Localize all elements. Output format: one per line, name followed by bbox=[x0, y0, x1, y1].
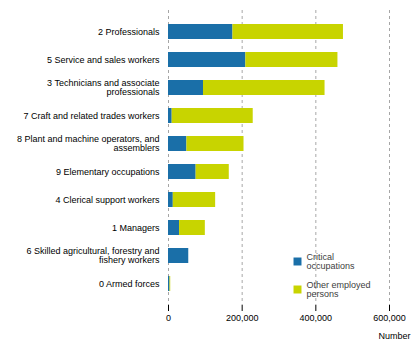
svg-text:5 Service and sales workers: 5 Service and sales workers bbox=[47, 55, 160, 65]
svg-text:8 Plant and machine operators,: 8 Plant and machine operators, andassemb… bbox=[17, 134, 160, 153]
svg-text:2 Professionals: 2 Professionals bbox=[98, 27, 160, 37]
svg-text:0 Armed forces: 0 Armed forces bbox=[99, 279, 160, 289]
svg-text:7 Craft and related trades wor: 7 Craft and related trades workers bbox=[23, 111, 160, 121]
svg-text:200,000: 200,000 bbox=[226, 313, 259, 323]
svg-text:Criticaloccupations: Criticaloccupations bbox=[307, 252, 356, 271]
svg-text:6 Skilled agricultural, forest: 6 Skilled agricultural, forestry andfish… bbox=[26, 246, 160, 265]
svg-text:0: 0 bbox=[166, 313, 171, 323]
svg-text:Number: Number bbox=[378, 331, 410, 341]
svg-text:1 Managers: 1 Managers bbox=[112, 223, 160, 233]
svg-text:3 Technicians and associatepro: 3 Technicians and associateprofessionals bbox=[47, 78, 160, 97]
svg-text:400,000: 400,000 bbox=[300, 313, 333, 323]
svg-text:9 Elementary occupations: 9 Elementary occupations bbox=[56, 167, 160, 177]
svg-text:4 Clerical support workers: 4 Clerical support workers bbox=[55, 195, 160, 205]
svg-text:600,000: 600,000 bbox=[373, 313, 406, 323]
svg-text:Other employedpersons: Other employedpersons bbox=[307, 280, 371, 299]
